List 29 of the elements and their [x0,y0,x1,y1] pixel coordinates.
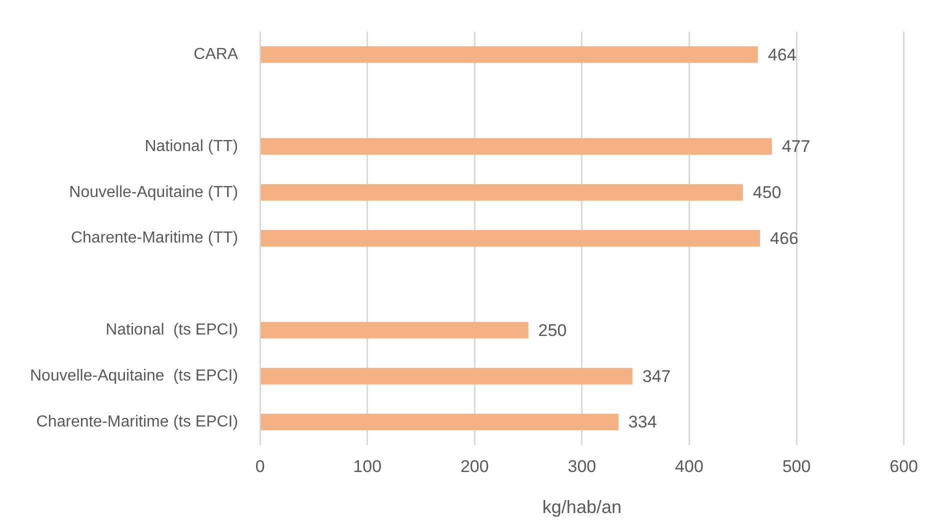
bar [260,322,528,338]
x-axis-title: kg/hab/an [542,497,622,518]
y-tick-label: CARA [194,46,238,63]
x-tick-label: 600 [890,456,918,476]
y-tick-label: Charente-Maritime (TT) [70,230,238,247]
x-tick-label: 300 [568,456,596,476]
data-label: 347 [642,366,671,386]
x-tick-label: 400 [675,456,704,476]
bar [260,368,632,384]
data-label: 450 [752,183,782,202]
y-tick-label: National (ts EPCI) [106,322,238,339]
bar [260,230,760,247]
x-tick-label: 500 [782,456,811,476]
data-label: 464 [768,45,796,64]
bar [260,414,618,430]
bar [260,138,772,155]
bar [260,46,758,63]
data-label: 477 [782,137,810,156]
bar [260,184,743,201]
y-tick-label: Charente-Maritime (ts EPCI) [36,413,238,430]
data-label: 250 [538,320,567,340]
data-label: 334 [628,412,657,432]
y-tick-label: Nouvelle-Aquitaine (ts EPCI) [30,368,238,385]
x-tick-label: 100 [353,456,382,476]
y-tick-label: National (TT) [144,138,238,155]
y-tick-label: Nouvelle-Aquitaine (TT) [69,184,238,201]
data-label: 466 [770,228,798,248]
x-tick-label: 200 [460,456,489,476]
x-tick-label: 0 [255,456,265,476]
